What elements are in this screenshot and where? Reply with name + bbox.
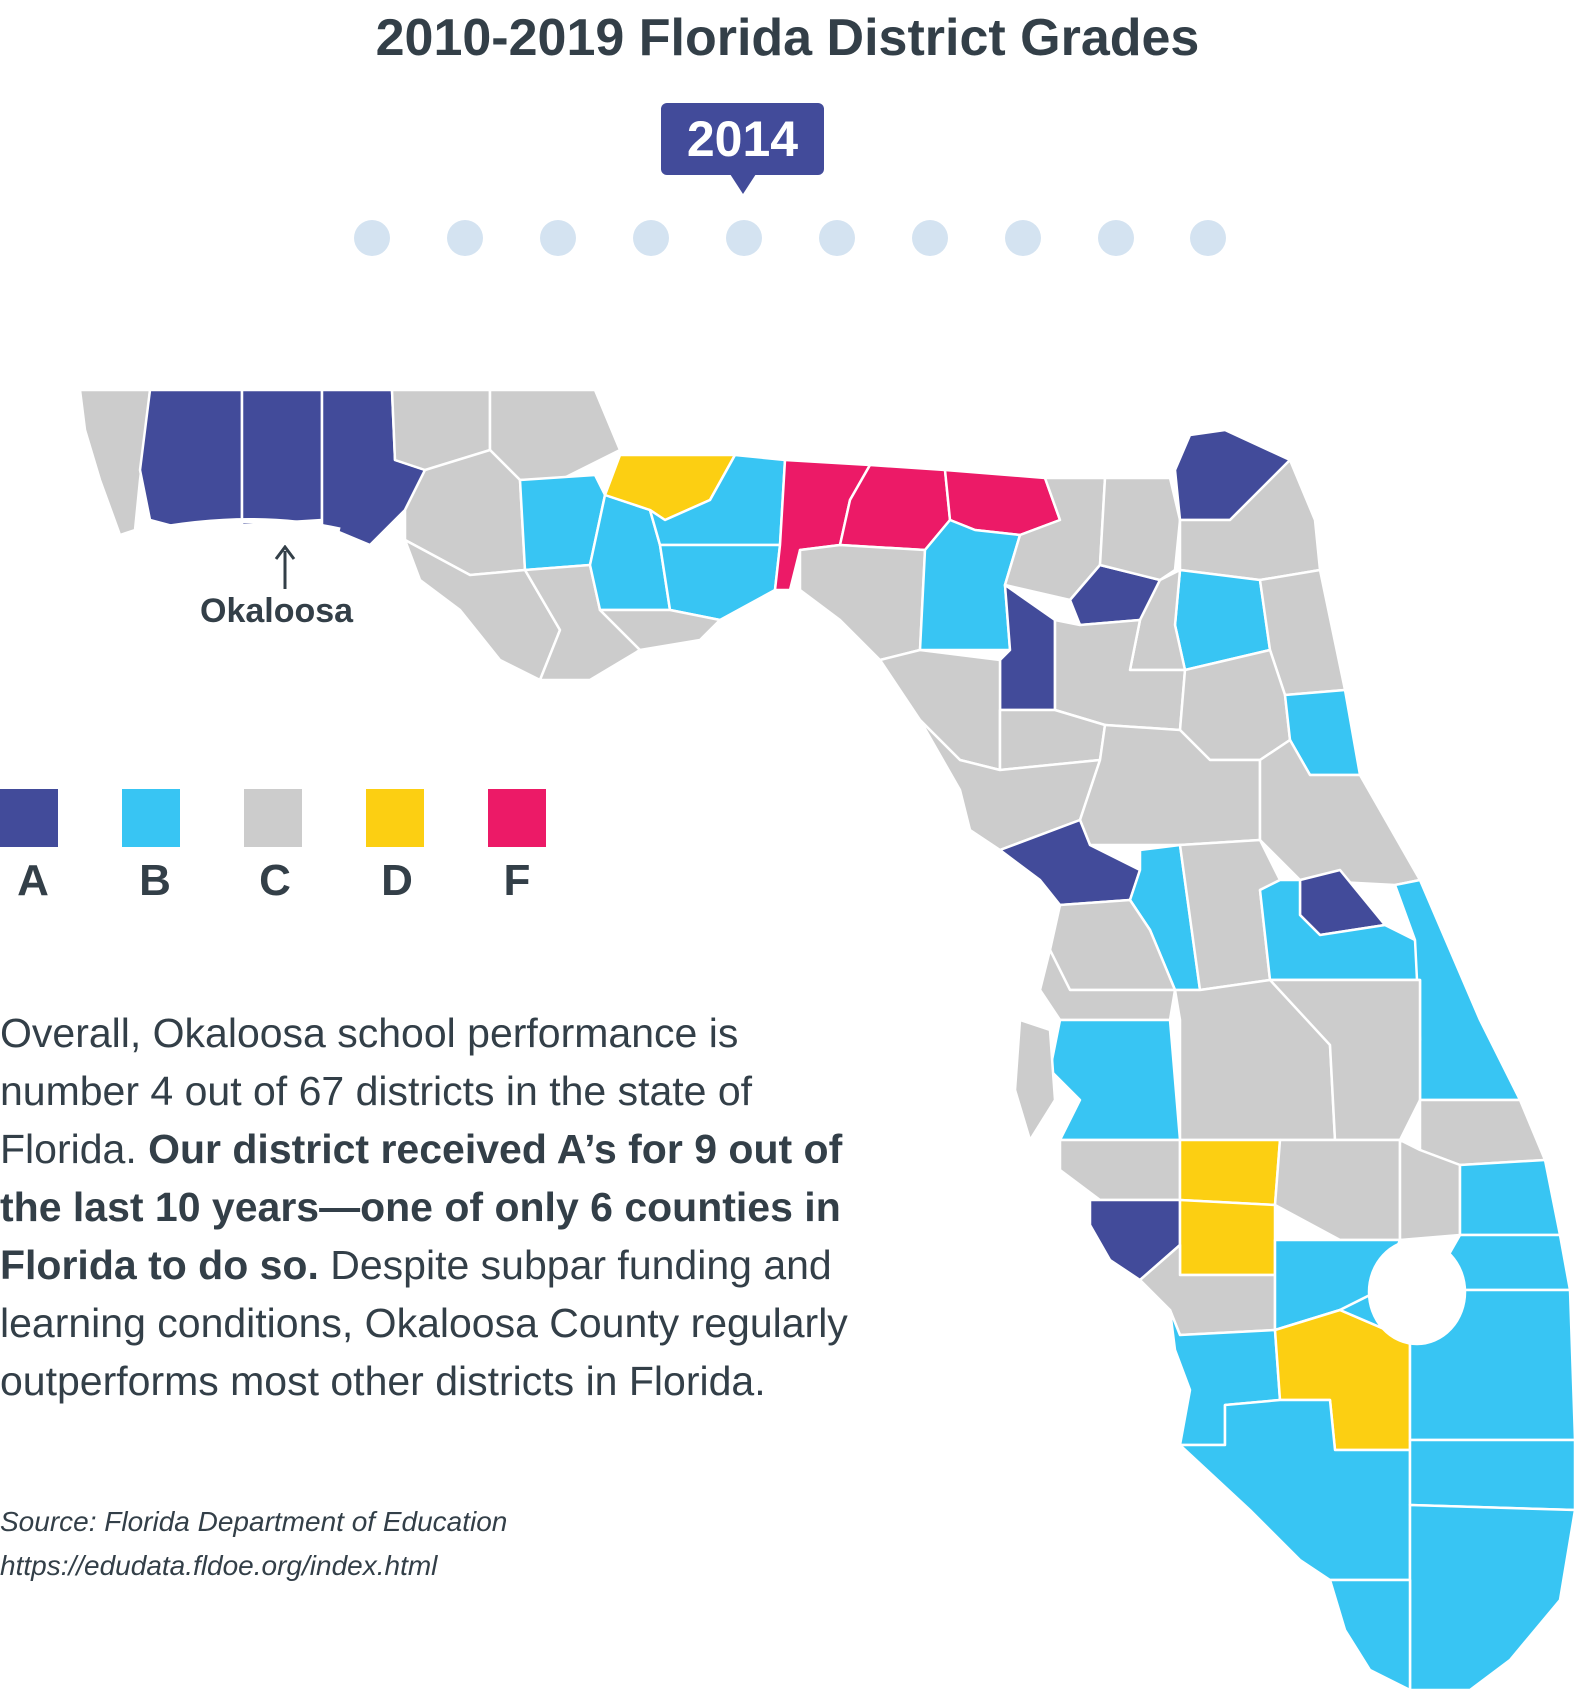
county-escambia[interactable] <box>78 388 152 537</box>
county-broward[interactable] <box>1408 1438 1575 1512</box>
florida-map <box>0 350 1575 1697</box>
legend-swatch-c <box>244 789 302 847</box>
county-collier[interactable] <box>1178 1398 1412 1582</box>
county-hardee[interactable] <box>1178 1138 1282 1207</box>
county-hillsborough[interactable] <box>1048 1018 1182 1142</box>
timeline-dot-2019[interactable] <box>1190 220 1226 256</box>
county-taylor[interactable] <box>798 543 927 662</box>
summary-part-2: Despite subpar funding and learning cond… <box>0 1242 848 1404</box>
florida-map-svg <box>78 388 1575 1692</box>
summary-bold: Our district received A’s for 9 out of t… <box>0 1126 843 1288</box>
page-title: 2010-2019 Florida District Grades <box>375 9 1200 67</box>
county-pinellas[interactable] <box>1013 1018 1057 1142</box>
county-wakulla[interactable] <box>658 543 782 622</box>
okaloosa-arrow-icon <box>274 545 296 589</box>
timeline-dot-2018[interactable] <box>1098 220 1134 256</box>
timeline-dot-2015[interactable] <box>819 220 855 256</box>
lake-okeechobee <box>1367 1238 1467 1346</box>
county-indian-river[interactable] <box>1418 1098 1547 1167</box>
year-badge-pointer <box>730 174 756 194</box>
selected-year-badge: 2014 <box>661 103 824 175</box>
county-monroe[interactable] <box>1328 1578 1412 1692</box>
timeline-dot-2012[interactable] <box>540 220 576 256</box>
legend-label-d: D <box>381 856 413 905</box>
county-santa-rosa[interactable] <box>138 388 244 530</box>
legend-swatch-b <box>122 789 180 847</box>
legend-swatch-a <box>0 789 58 847</box>
okaloosa-callout-label: Okaloosa <box>200 592 354 630</box>
legend-swatch-d <box>366 789 424 847</box>
timeline-dot-2014[interactable] <box>726 220 762 256</box>
legend-label-f: F <box>503 856 531 905</box>
source-line: Source: Florida Department of Education <box>0 1506 508 1537</box>
county-manatee[interactable] <box>1058 1138 1182 1202</box>
timeline-dot-2010[interactable] <box>354 220 390 256</box>
county-jackson[interactable] <box>488 388 622 482</box>
okaloosa-coastline <box>139 517 341 535</box>
county-franklin[interactable] <box>598 608 722 652</box>
timeline-dot-2011[interactable] <box>447 220 483 256</box>
source-note: Source: Florida Department of Education … <box>0 1500 507 1588</box>
source-url[interactable]: https://edudata.fldoe.org/index.html <box>0 1550 438 1581</box>
county-baker[interactable] <box>1098 476 1182 582</box>
county-okaloosa[interactable] <box>240 388 324 527</box>
summary-part-1: Overall, Okaloosa school performance is … <box>0 1010 753 1172</box>
county-miami-dade[interactable] <box>1408 1503 1575 1692</box>
county-putnam[interactable] <box>1178 648 1292 762</box>
county-st-lucie[interactable] <box>1458 1158 1562 1237</box>
timeline-dot-2013[interactable] <box>633 220 669 256</box>
legend-swatch-f <box>488 789 546 847</box>
legend-label-c: C <box>259 856 291 905</box>
county-desoto[interactable] <box>1178 1198 1277 1277</box>
timeline-dot-2017[interactable] <box>1005 220 1041 256</box>
summary-paragraph: Overall, Okaloosa school performance is … <box>0 1004 880 1410</box>
county-highlands[interactable] <box>1273 1138 1402 1242</box>
legend-label-b: B <box>139 856 171 905</box>
year-timeline <box>354 220 1226 256</box>
legend-label-a: A <box>17 856 49 905</box>
timeline-dot-2016[interactable] <box>912 220 948 256</box>
